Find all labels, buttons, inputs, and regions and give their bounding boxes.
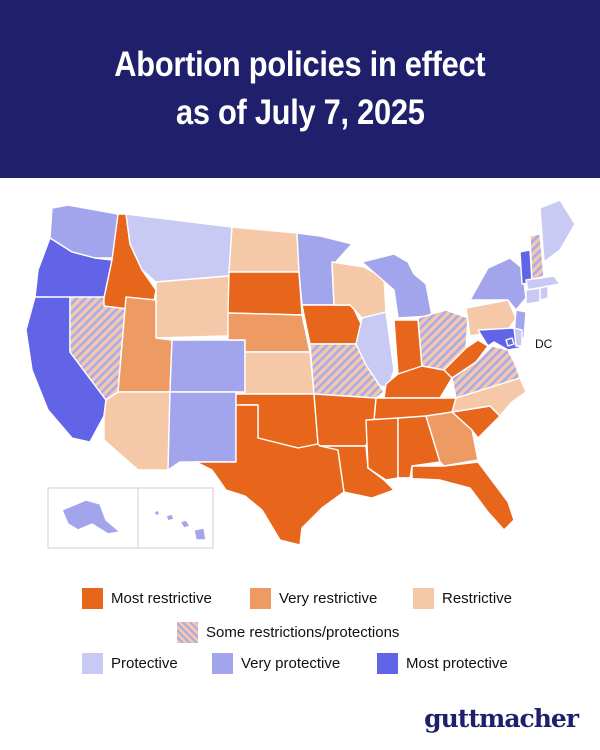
guttmacher-logo: guttmacher xyxy=(424,704,579,733)
us-map xyxy=(25,199,576,549)
legend-label-protective: Protective xyxy=(111,655,178,672)
state-alaska xyxy=(61,499,121,535)
state-dc xyxy=(505,337,515,347)
legend-item-protective: Protective xyxy=(82,653,178,674)
legend-label-some-restrictions-protections: Some restrictions/protections xyxy=(206,624,400,641)
swatch-very-protective xyxy=(212,653,233,674)
legend-label-very-restrictive: Very restrictive xyxy=(279,590,378,607)
state-new-mexico xyxy=(167,391,237,471)
swatch-most-protective xyxy=(377,653,398,674)
legend-item-most-protective: Most protective xyxy=(377,653,508,674)
swatch-restrictive xyxy=(413,588,434,609)
legend-label-most-protective: Most protective xyxy=(406,655,508,672)
state-louisiana xyxy=(319,445,395,499)
state-kansas xyxy=(244,351,315,395)
state-maine xyxy=(539,199,576,263)
legend-item-some-restrictions-protections: Some restrictions/protections xyxy=(177,622,399,643)
legend-label-most-restrictive: Most restrictive xyxy=(111,590,212,607)
legend-label-very-protective: Very protective xyxy=(241,655,341,672)
state-connecticut xyxy=(525,287,541,305)
legend-item-very-restrictive: Very restrictive xyxy=(250,588,377,609)
state-florida xyxy=(397,461,515,531)
dc-label: DC xyxy=(535,337,553,351)
state-arizona xyxy=(103,391,171,471)
swatch-some-restrictions-protections xyxy=(177,622,198,643)
header-banner: Abortion policies in effect as of July 7… xyxy=(0,0,600,178)
legend-item-most-restrictive: Most restrictive xyxy=(82,588,212,609)
swatch-very-restrictive xyxy=(250,588,271,609)
state-north-carolina xyxy=(451,377,527,417)
legend-item-very-protective: Very protective xyxy=(212,653,340,674)
state-michigan xyxy=(361,253,433,319)
title-line-1: Abortion policies in effect xyxy=(114,45,486,84)
state-iowa xyxy=(301,304,363,345)
state-colorado xyxy=(169,339,246,393)
state-indiana xyxy=(393,319,423,375)
state-south-dakota xyxy=(227,271,303,316)
swatch-protective xyxy=(82,653,103,674)
state-delaware xyxy=(513,327,523,347)
title-line-2: as of July 7, 2025 xyxy=(175,93,425,132)
state-north-dakota xyxy=(228,226,300,273)
state-hawaii xyxy=(153,509,207,541)
state-mississippi xyxy=(365,417,399,481)
state-illinois xyxy=(355,311,395,389)
state-rhode-island xyxy=(539,285,549,301)
state-massachusetts xyxy=(525,275,561,291)
swatch-most-restrictive xyxy=(82,588,103,609)
state-pennsylvania xyxy=(465,299,517,337)
legend-label-restrictive: Restrictive xyxy=(442,590,513,607)
state-new-hampshire xyxy=(529,233,545,281)
state-wyoming xyxy=(155,275,230,339)
state-texas xyxy=(195,404,345,546)
legend-item-restrictive: Restrictive xyxy=(413,588,512,609)
